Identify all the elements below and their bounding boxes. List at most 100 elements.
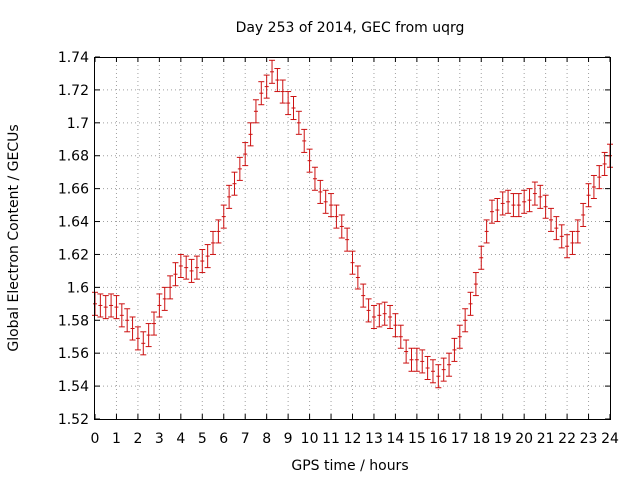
data-point	[328, 193, 335, 218]
x-tick-label: 9	[284, 431, 293, 447]
data-point	[537, 184, 544, 209]
data-point	[220, 204, 227, 229]
y-tick-label: 1.72	[58, 83, 89, 99]
data-point	[226, 184, 233, 209]
data-point	[392, 313, 399, 338]
data-point	[290, 95, 297, 121]
data-point	[172, 262, 179, 287]
data-point	[338, 214, 345, 239]
data-point	[349, 250, 356, 275]
x-tick-label: 6	[219, 431, 228, 447]
data-point	[510, 193, 517, 218]
y-tick-label: 1.68	[58, 149, 89, 165]
data-point	[97, 293, 104, 318]
data-point	[483, 219, 490, 244]
y-tick-label: 1.74	[58, 50, 89, 66]
data-point	[478, 245, 485, 270]
x-tick-label: 17	[451, 431, 469, 447]
data-point	[370, 304, 377, 329]
data-point	[140, 331, 147, 356]
data-point	[515, 193, 522, 218]
data-point	[408, 347, 415, 372]
data-point	[462, 308, 469, 333]
data-point	[317, 179, 324, 204]
y-tick-label: 1.64	[58, 215, 89, 231]
y-tick-label: 1.66	[58, 182, 89, 198]
data-point	[301, 128, 308, 153]
data-point	[505, 189, 512, 214]
x-axis-ticks: 0 1 2 3 4 5 6 7 8 9 10 11 12 13 14 15 16 17 18 19 20 21 22 23 24	[91, 57, 619, 447]
data-point	[397, 324, 404, 349]
data-point	[531, 181, 538, 206]
data-point	[429, 359, 436, 384]
data-point	[564, 234, 571, 259]
data-point	[387, 304, 394, 329]
data-point	[467, 291, 474, 316]
data-point	[553, 216, 560, 241]
x-tick-label: 15	[408, 431, 426, 447]
data-point	[113, 295, 120, 320]
x-tick-label: 19	[494, 431, 512, 447]
data-point	[494, 198, 501, 223]
data-point	[526, 188, 533, 213]
data-point	[488, 199, 495, 224]
data-point	[102, 295, 109, 320]
data-point	[242, 142, 249, 167]
x-tick-label: 0	[91, 431, 100, 447]
x-tick-label: 7	[241, 431, 250, 447]
data-point	[215, 219, 222, 244]
y-tick-label: 1.6	[67, 280, 89, 296]
data-point	[269, 59, 276, 84]
data-point	[547, 207, 554, 232]
x-tick-label: 21	[537, 431, 555, 447]
y-tick-label: 1.7	[67, 116, 89, 132]
chart-title: Day 253 of 2014, GEC from uqrg	[236, 20, 465, 36]
x-tick-label: 3	[155, 431, 164, 447]
data-point	[145, 323, 152, 348]
data-point	[376, 303, 383, 328]
data-point	[252, 99, 259, 124]
data-point	[419, 349, 426, 374]
data-point	[108, 293, 115, 318]
y-axis-ticks: 1.52 1.54 1.56 1.58 1.6 1.62 1.64 1.66 1.68 1.7 1.…	[58, 50, 610, 428]
data-point	[322, 189, 329, 214]
data-point	[601, 151, 608, 176]
data-point	[236, 156, 243, 181]
x-tick-label: 22	[558, 431, 576, 447]
x-tick-label: 16	[429, 431, 447, 447]
y-axis-label: Global Electron Content / GECUs	[6, 124, 22, 351]
data-point	[574, 219, 581, 244]
data-point	[456, 324, 463, 349]
data-point	[177, 253, 184, 278]
data-point	[306, 148, 313, 173]
x-tick-label: 18	[472, 431, 490, 447]
data-point	[333, 204, 340, 229]
data-point	[188, 258, 195, 283]
x-tick-label: 8	[262, 431, 271, 447]
data-point	[585, 183, 592, 208]
data-point	[580, 202, 587, 227]
data-point	[199, 249, 206, 274]
data-point	[403, 339, 410, 364]
data-point	[472, 272, 479, 297]
data-point	[424, 355, 431, 381]
data-point	[499, 191, 506, 216]
x-tick-label: 1	[112, 431, 121, 447]
data-point	[279, 79, 286, 104]
data-point	[118, 303, 125, 328]
data-point	[204, 244, 211, 269]
data-point	[247, 122, 254, 147]
data-point	[542, 194, 549, 219]
data-point	[274, 68, 281, 93]
grid	[95, 57, 610, 419]
data-point	[558, 224, 565, 249]
data-point	[381, 301, 388, 326]
data-point	[590, 174, 597, 200]
data-point	[365, 298, 372, 323]
data-point	[440, 357, 447, 382]
data-point	[413, 347, 420, 372]
data-series	[92, 59, 613, 389]
x-tick-label: 12	[344, 431, 362, 447]
data-point	[521, 189, 528, 214]
data-point	[210, 230, 217, 255]
